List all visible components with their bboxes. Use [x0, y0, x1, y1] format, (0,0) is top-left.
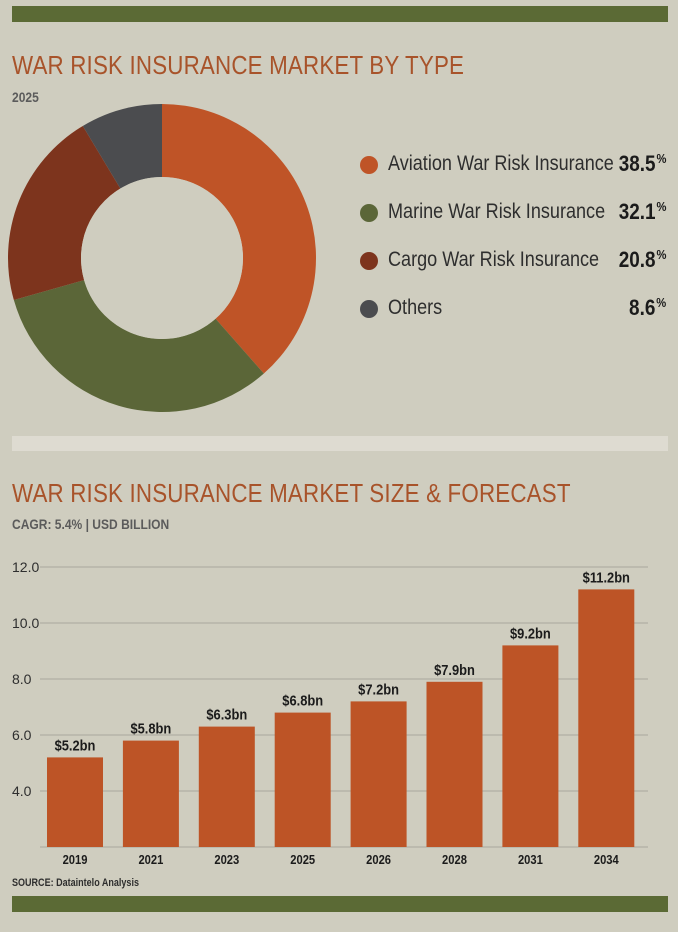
bar-data-label: $5.8bn	[130, 720, 171, 737]
legend-item-others: Others 8.6%	[358, 294, 668, 342]
bar-2026	[350, 701, 407, 847]
y-tick-label: 6.0	[12, 727, 32, 743]
x-tick-label: 2028	[442, 852, 467, 867]
donut-slice-aviation-war-risk-insurance	[162, 104, 316, 374]
y-tick-label: 8.0	[12, 671, 32, 687]
bar-2031	[502, 645, 559, 847]
legend-label-cargo: Cargo War Risk Insurance	[388, 248, 600, 271]
legend-label-others: Others	[388, 296, 443, 319]
x-tick-label: 2034	[594, 852, 619, 867]
y-tick-label: 4.0	[12, 783, 32, 799]
bar-data-label: $11.2bn	[583, 568, 630, 585]
donut-slice-others	[82, 104, 162, 189]
donut-hole	[81, 177, 243, 339]
legend-dot-aviation	[360, 156, 378, 174]
donut-chart-subtitle: 2025	[12, 89, 39, 105]
legend-item-marine: Marine War Risk Insurance 32.1%	[358, 198, 668, 246]
bar-chart-title: WAR RISK INSURANCE MARKET SIZE & FORECAS…	[12, 478, 571, 508]
donut-slice-cargo-war-risk-insurance	[8, 125, 121, 301]
top-accent-band	[12, 6, 668, 22]
legend-dot-others	[360, 300, 378, 318]
bar-data-label: $7.9bn	[434, 661, 475, 678]
y-tick-label: 12.0	[12, 559, 39, 575]
source-note: SOURCE: Dataintelo Analysis	[12, 877, 139, 889]
bottom-accent-band	[12, 896, 668, 912]
legend-value-unit: %	[656, 295, 666, 310]
x-tick-label: 2023	[214, 852, 239, 867]
bar-data-label: $9.2bn	[510, 624, 551, 641]
legend-value-number: 32.1	[618, 199, 656, 224]
legend-value-unit: %	[656, 151, 666, 166]
legend-item-aviation: Aviation War Risk Insurance 38.5%	[358, 150, 668, 198]
bar-2034	[578, 589, 635, 847]
legend-value-unit: %	[656, 199, 666, 214]
donut-chart-title: WAR RISK INSURANCE MARKET BY TYPE	[12, 50, 465, 80]
bar-2023	[198, 726, 255, 847]
legend-value-marine: 32.1%	[618, 199, 666, 225]
bar-2025	[274, 712, 331, 847]
legend-value-number: 8.6	[628, 295, 656, 320]
legend-value-cargo: 20.8%	[618, 247, 666, 273]
bar-chart: 4.0 6.0 8.0 10.0 12.0 $5.2bn 2019 $5.8bn 2021 $6.…	[12, 559, 648, 867]
x-tick-label: 2021	[138, 852, 163, 867]
legend-dot-cargo	[360, 252, 378, 270]
legend-dot-marine	[360, 204, 378, 222]
y-tick-label: 10.0	[12, 615, 39, 631]
x-tick-label: 2026	[366, 852, 391, 867]
bar-data-label: $7.2bn	[358, 680, 399, 697]
bar-data-label: $6.3bn	[206, 706, 247, 723]
legend-item-cargo: Cargo War Risk Insurance 20.8%	[358, 246, 668, 294]
bar-2019	[47, 757, 103, 847]
x-tick-label: 2019	[63, 852, 88, 867]
x-tick-label: 2025	[290, 852, 315, 867]
bar-data-label: $5.2bn	[55, 736, 96, 753]
legend-value-number: 38.5	[618, 151, 656, 176]
bar-2021	[122, 740, 179, 847]
bar-data-label: $6.8bn	[282, 692, 323, 709]
donut-slice-marine-war-risk-insurance	[13, 280, 264, 412]
legend-label-aviation: Aviation War Risk Insurance	[388, 152, 614, 175]
legend-value-aviation: 38.5%	[618, 151, 666, 177]
legend-label-marine: Marine War Risk Insurance	[388, 200, 606, 223]
section-divider-band	[12, 436, 668, 451]
legend-value-number: 20.8	[618, 247, 656, 272]
x-tick-label: 2031	[518, 852, 543, 867]
donut-legend: Aviation War Risk Insurance 38.5% Marine…	[358, 150, 668, 342]
legend-value-others: 8.6%	[629, 295, 666, 321]
bar-2028	[426, 681, 483, 847]
donut-chart	[8, 104, 316, 412]
bar-chart-subtitle: CAGR: 5.4% | USD BILLION	[12, 516, 170, 532]
legend-value-unit: %	[656, 247, 666, 262]
